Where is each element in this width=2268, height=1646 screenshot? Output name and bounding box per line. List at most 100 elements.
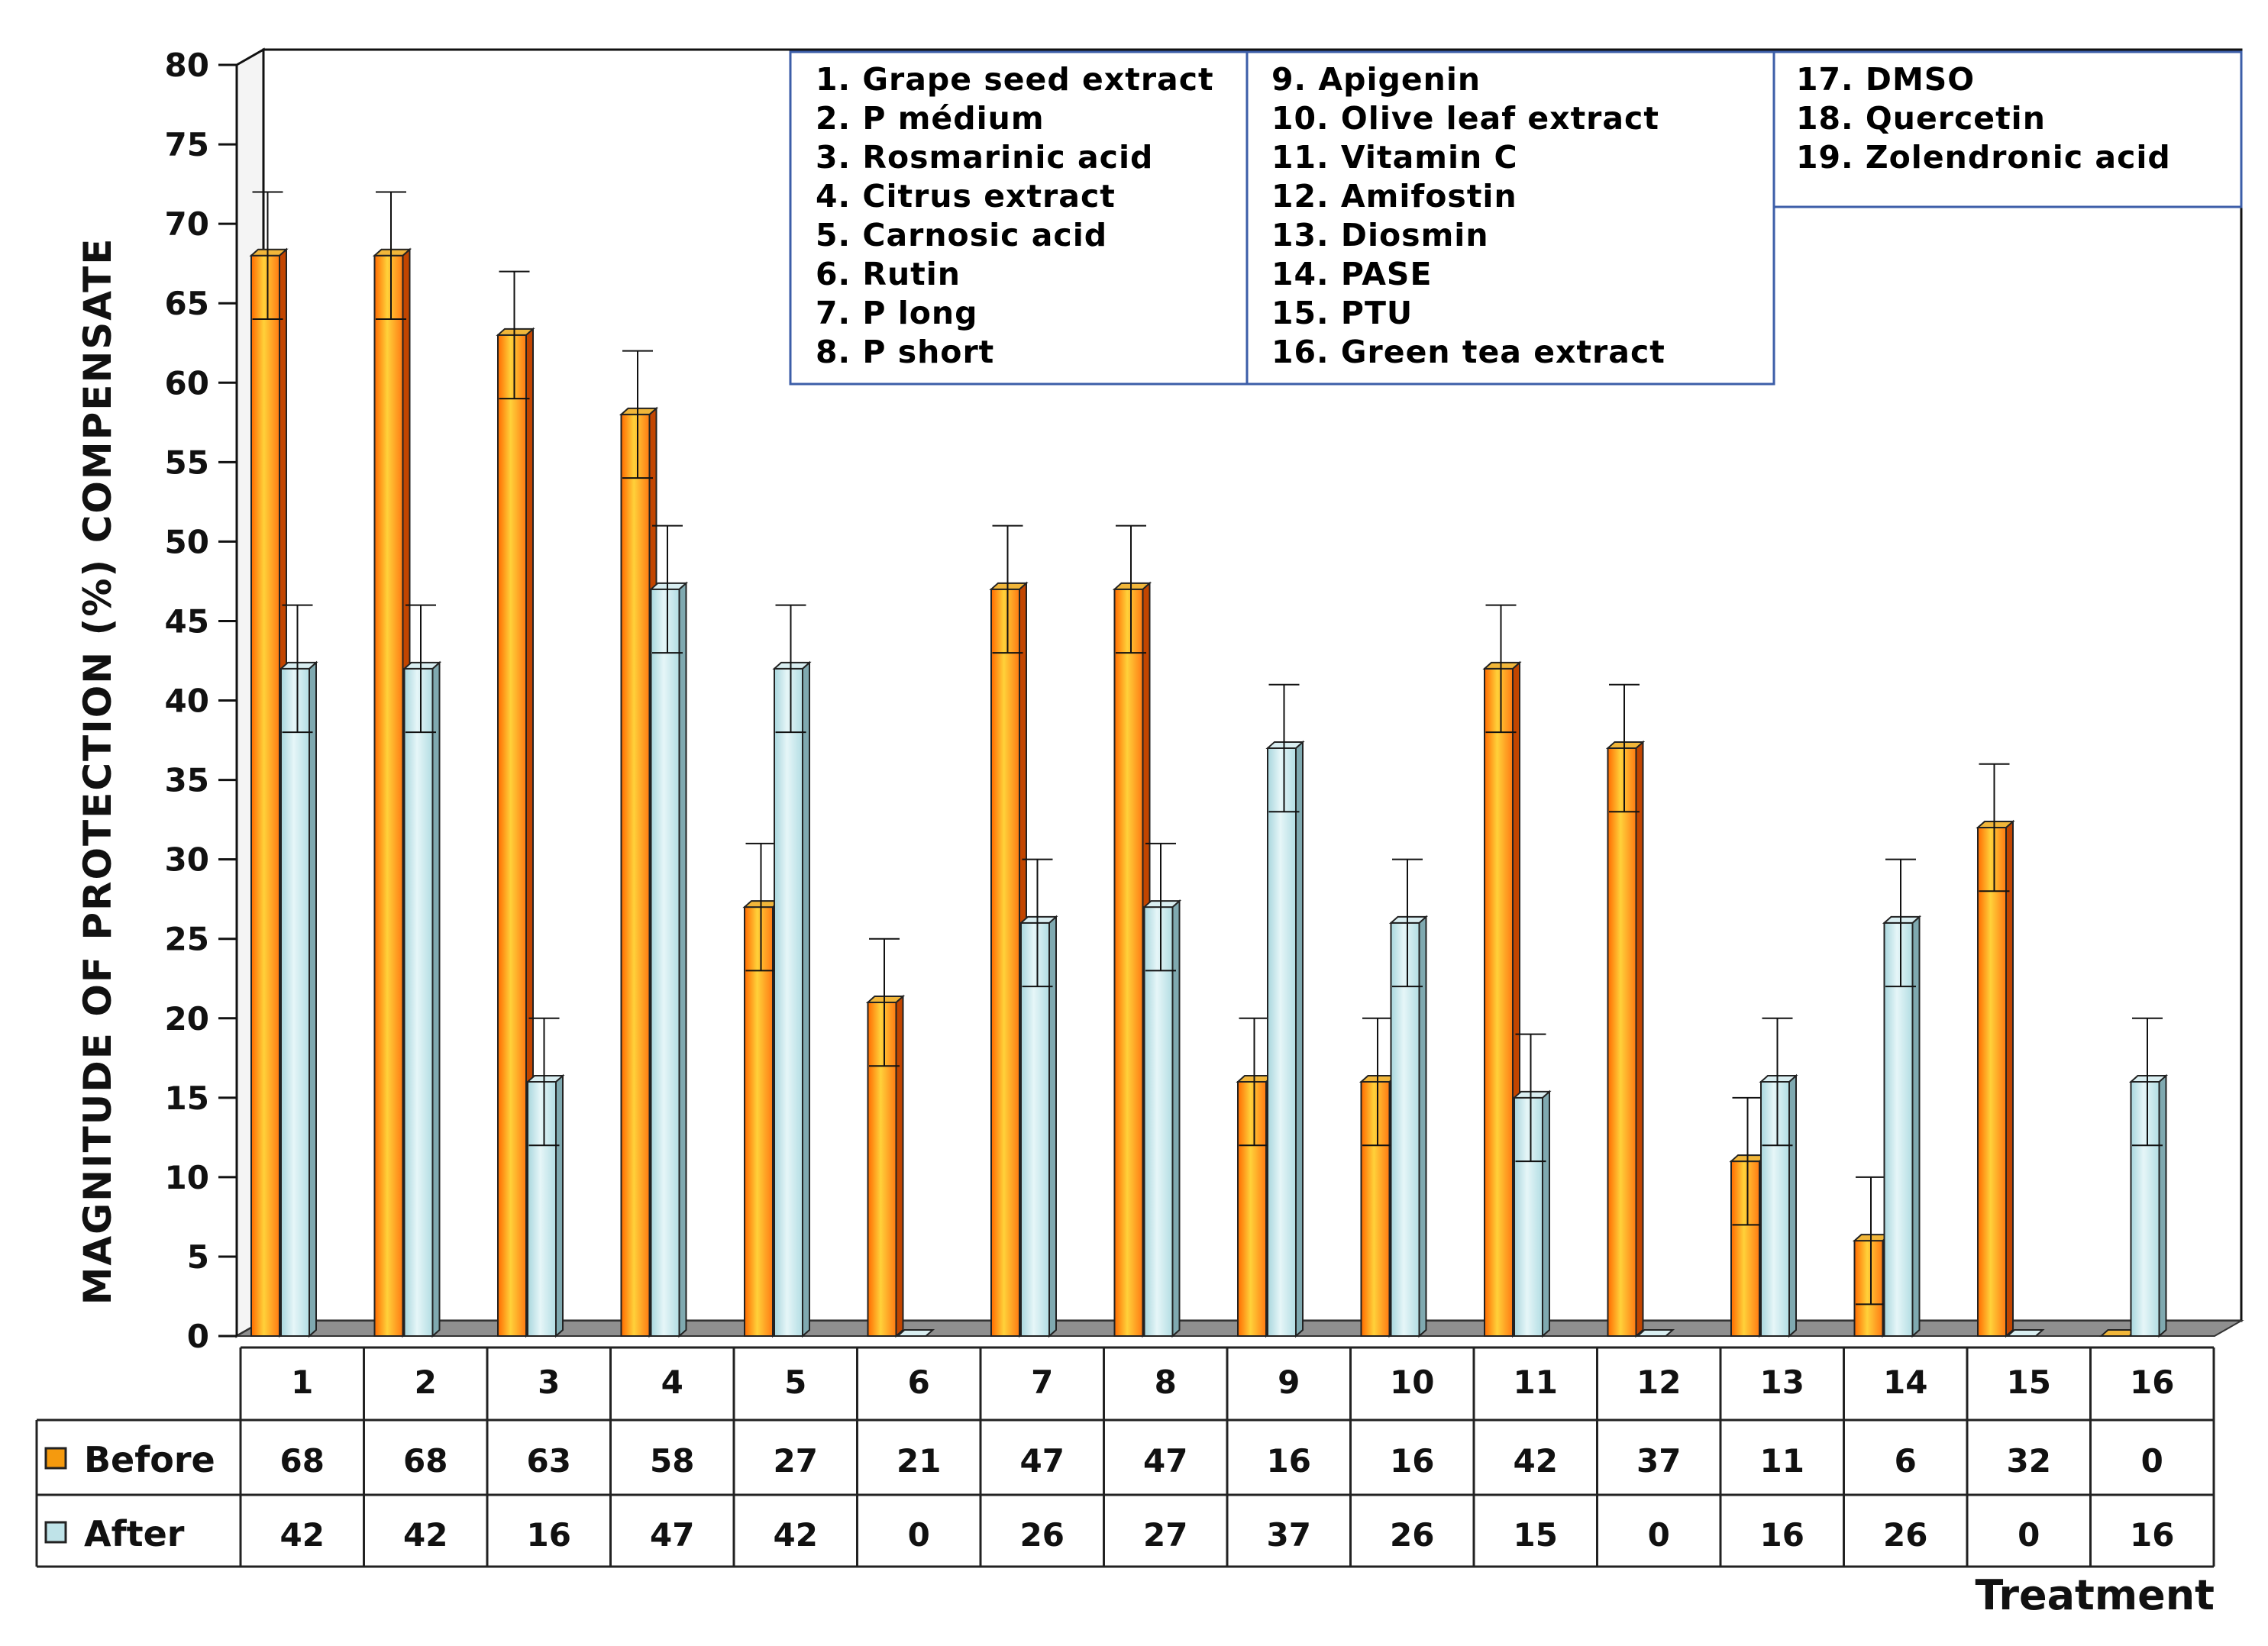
category-label: 4 bbox=[661, 1364, 683, 1401]
legend-item: 3. Rosmarinic acid bbox=[816, 139, 1153, 176]
bar-top bbox=[1512, 1090, 1552, 1099]
bar-after-2 bbox=[402, 604, 442, 1338]
bar-side bbox=[678, 581, 687, 1338]
bar-top bbox=[989, 582, 1029, 590]
y-tick-label: 0 bbox=[187, 1318, 209, 1355]
bar-front bbox=[774, 667, 803, 1337]
before-value: 68 bbox=[280, 1442, 325, 1480]
after-value: 42 bbox=[280, 1516, 325, 1554]
bar-top bbox=[525, 1075, 565, 1083]
bar-top bbox=[772, 661, 812, 670]
bar-side bbox=[2158, 1073, 2167, 1338]
bar-before-6 bbox=[865, 938, 906, 1338]
before-value: 27 bbox=[774, 1442, 818, 1480]
legend-item: 11. Vitamin C bbox=[1271, 139, 1518, 176]
bar-after-7 bbox=[1019, 858, 1058, 1338]
category-label: 8 bbox=[1155, 1364, 1177, 1401]
bar-front bbox=[650, 588, 680, 1337]
bar-top bbox=[2128, 1075, 2169, 1083]
bar-side bbox=[1295, 740, 1304, 1338]
bar-after-6 bbox=[895, 1329, 935, 1337]
bar-front bbox=[1883, 921, 1914, 1337]
bar-front bbox=[1977, 827, 2007, 1337]
bar-side bbox=[802, 660, 810, 1338]
bar-front bbox=[744, 906, 774, 1337]
before-series-label: Before bbox=[84, 1439, 215, 1480]
legend-item: 4. Citrus extract bbox=[816, 178, 1116, 215]
y-tick-label: 65 bbox=[165, 285, 209, 322]
after-value: 26 bbox=[1020, 1516, 1065, 1554]
before-value: 0 bbox=[2141, 1442, 2163, 1480]
legend-item: 18. Quercetin bbox=[1796, 100, 2046, 137]
bar-side bbox=[1635, 740, 1644, 1338]
bar-side bbox=[309, 660, 317, 1338]
bar-after-15 bbox=[2005, 1329, 2045, 1337]
y-tick-label: 80 bbox=[165, 47, 209, 84]
legend-item: 19. Zolendronic acid bbox=[1796, 139, 2171, 176]
y-axis-title: MAGNITUDE OF PROTECTION (%) COMPENSATE bbox=[76, 237, 120, 1306]
bar-top bbox=[279, 661, 318, 670]
after-value: 0 bbox=[908, 1516, 930, 1554]
bar-front bbox=[867, 1001, 897, 1337]
bar-front bbox=[1267, 747, 1297, 1337]
bar-after-10 bbox=[1388, 858, 1429, 1338]
bar-top bbox=[865, 995, 906, 1003]
bar-front bbox=[1760, 1081, 1790, 1337]
legend-item: 9. Apigenin bbox=[1271, 61, 1481, 98]
after-value: 15 bbox=[1514, 1516, 1558, 1554]
before-value: 32 bbox=[2007, 1442, 2051, 1480]
legend-item: 17. DMSO bbox=[1796, 61, 1975, 98]
legend-item: 2. P médium bbox=[816, 100, 1045, 137]
bar-front bbox=[1020, 921, 1050, 1337]
y-tick-label: 5 bbox=[187, 1238, 209, 1276]
bar-top bbox=[1759, 1075, 1798, 1083]
before-value: 47 bbox=[1020, 1442, 1065, 1480]
bar-front bbox=[1484, 667, 1514, 1337]
bar-before-15 bbox=[1976, 763, 2015, 1338]
x-axis-title: Treatment bbox=[1975, 1571, 2215, 1619]
before-swatch bbox=[44, 1447, 67, 1470]
category-label: 16 bbox=[2130, 1364, 2174, 1401]
bar-zero bbox=[2005, 1329, 2045, 1337]
bar-zero bbox=[895, 1329, 935, 1337]
y-tick-label: 25 bbox=[165, 921, 209, 958]
before-value: 6 bbox=[1895, 1442, 1917, 1480]
bar-front bbox=[620, 413, 651, 1337]
category-label: 12 bbox=[1636, 1364, 1681, 1401]
y-tick-label: 40 bbox=[165, 683, 209, 720]
after-swatch bbox=[44, 1521, 67, 1544]
bar-side bbox=[1911, 915, 1921, 1338]
legend-item: 8. P short bbox=[816, 334, 994, 370]
bar-after-14 bbox=[1882, 858, 1922, 1338]
y-tick-label: 55 bbox=[165, 444, 209, 481]
category-label: 14 bbox=[1883, 1364, 1927, 1401]
bar-side bbox=[2005, 819, 2014, 1338]
bar-after-11 bbox=[1512, 1033, 1552, 1338]
bar-zero bbox=[1635, 1329, 1675, 1337]
bar-after-16 bbox=[2128, 1017, 2169, 1338]
bar-before-12 bbox=[1605, 683, 1646, 1338]
bar-top bbox=[1976, 821, 2015, 828]
after-value: 16 bbox=[1760, 1516, 1804, 1554]
category-label: 11 bbox=[1514, 1364, 1558, 1401]
legend-item: 16. Green tea extract bbox=[1271, 334, 1665, 370]
bar-top bbox=[402, 661, 442, 670]
bar-side bbox=[1542, 1089, 1550, 1338]
y-tick-label: 10 bbox=[165, 1159, 209, 1196]
bar-top bbox=[1388, 915, 1429, 924]
legend-item: 6. Rutin bbox=[816, 256, 961, 292]
after-value: 0 bbox=[1648, 1516, 1670, 1554]
y-tick-label: 45 bbox=[165, 602, 209, 640]
bar-top bbox=[1882, 915, 1922, 924]
bar-after-8 bbox=[1142, 842, 1182, 1338]
bar-top bbox=[619, 407, 659, 415]
table-cells: 1684226842363164584752742621074726847279… bbox=[280, 1364, 2175, 1554]
category-label: 2 bbox=[415, 1364, 437, 1401]
bar-after-5 bbox=[772, 604, 812, 1338]
